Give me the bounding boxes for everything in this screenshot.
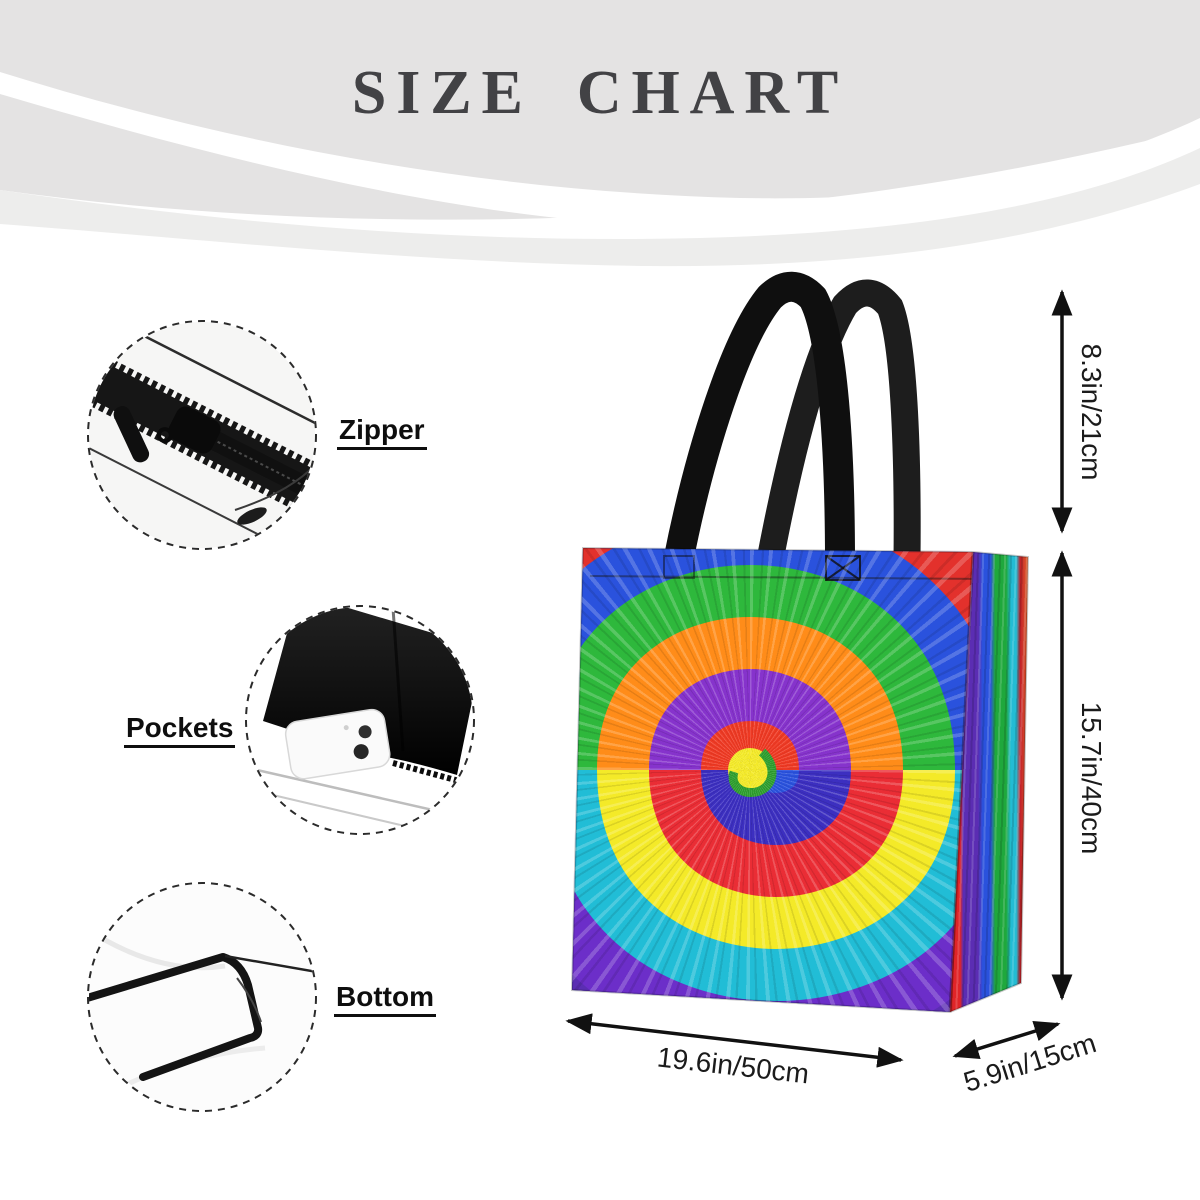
- bag-bottom-gusset-photo: [87, 882, 317, 1112]
- bag-handles: [663, 271, 921, 577]
- pockets-label: Pockets: [124, 713, 236, 749]
- zipper-label: Zipper: [337, 415, 427, 451]
- header-swoosh-graphic: [0, 0, 1200, 267]
- bottom-callout: [85, 880, 319, 1114]
- inner-pocket-with-phone-photo: [245, 605, 475, 835]
- bottom-label: Bottom: [334, 982, 436, 1018]
- bag-height-measurement: 15.7in/40cm: [1076, 701, 1107, 855]
- pockets-callout: [243, 603, 477, 837]
- page-title: SIZE CHART: [351, 59, 849, 127]
- dimension-arrows: [565, 289, 1073, 1068]
- zipper-closeup-photo: [87, 320, 317, 550]
- handle-drop-measurement: 8.3in/21cm: [1076, 343, 1107, 481]
- strap-stitching: [663, 555, 861, 581]
- zipper-callout: [85, 318, 319, 552]
- bag-side-panel: [570, 546, 1030, 1014]
